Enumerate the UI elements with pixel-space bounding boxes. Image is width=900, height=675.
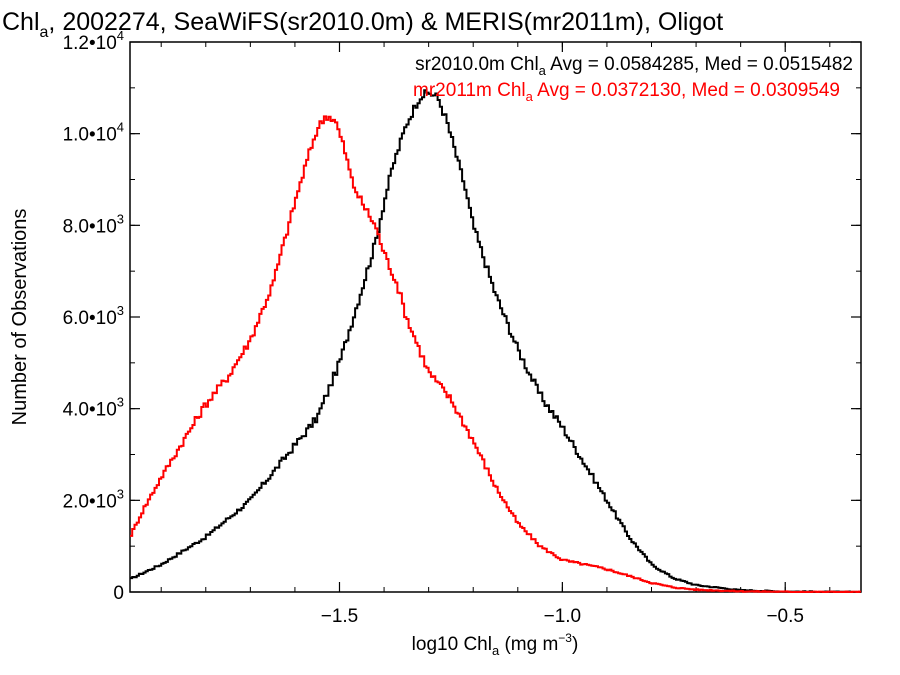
x-tick-label: −0.5 <box>766 606 804 627</box>
legend-entry-black: sr2010.0m Chla Avg = 0.0584285, Med = 0.… <box>415 54 853 78</box>
y-axis-ticks: 0 2.0•103 4.0•103 6.0•103 8.0•103 1.0•104 1.2•… <box>63 28 861 604</box>
chart-title-subscript: a <box>40 24 49 41</box>
y-tick-label: 0 <box>113 583 124 604</box>
y-tick-label: 4.0•103 <box>63 395 124 421</box>
chart-title: Chla, 2002274, SeaWiFS(sr2010.0m) & MERI… <box>2 8 723 41</box>
y-axis-label: Number of Observations <box>9 209 31 426</box>
x-tick-label: −1.0 <box>544 606 582 627</box>
legend-entry-red: mr2011m Chla Avg = 0.0372130, Med = 0.03… <box>413 80 840 104</box>
y-tick-label: 6.0•103 <box>63 303 124 329</box>
chart-title-rest: , 2002274, SeaWiFS(sr2010.0m) & MERIS(mr… <box>48 8 723 36</box>
y-tick-label: 8.0•103 <box>63 211 124 237</box>
x-axis-label: log10 Chla (mg m−3) <box>412 631 579 658</box>
y-tick-label: 1.2•104 <box>63 28 124 54</box>
series-layer <box>130 89 861 593</box>
series-line-mr2011m <box>130 115 861 593</box>
x-tick-label: −1.5 <box>321 606 359 627</box>
y-tick-label: 2.0•103 <box>63 486 124 512</box>
x-axis-ticks: −1.5 −1.0 −0.5 <box>160 42 831 627</box>
y-tick-label: 1.0•104 <box>63 120 124 146</box>
series-line-sr2010.0m <box>130 89 861 593</box>
legend: sr2010.0m Chla Avg = 0.0584285, Med = 0.… <box>413 54 853 104</box>
chart-title-prefix: Chl <box>2 8 40 36</box>
